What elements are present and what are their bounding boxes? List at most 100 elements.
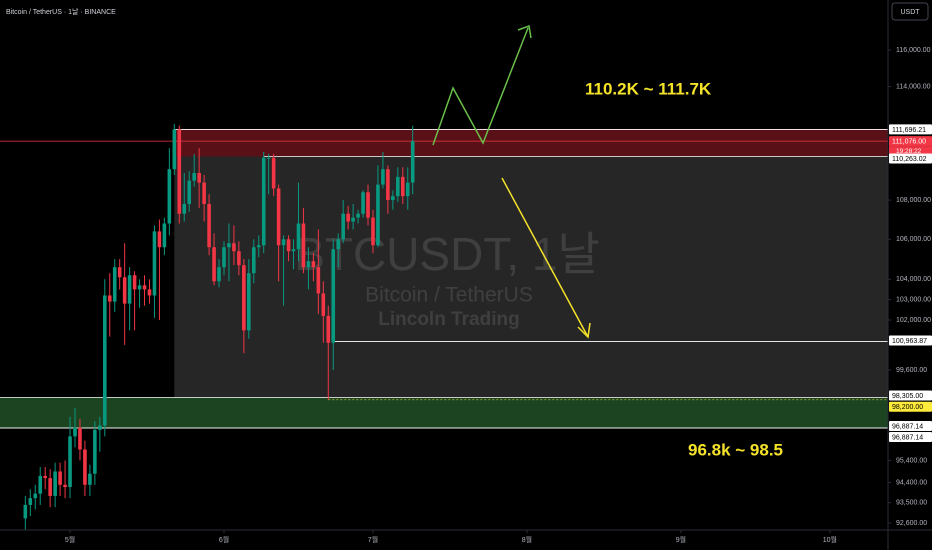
candle-body (33, 493, 38, 499)
zone (174, 129, 888, 157)
candle-body (222, 247, 226, 268)
down-arrow (501, 177, 589, 338)
candle-body (162, 223, 167, 248)
candle-body (117, 267, 122, 278)
candle-body (192, 173, 196, 181)
candle-body (137, 285, 142, 290)
annotation: 96.8k ~ 98.5 (688, 440, 783, 459)
candle-body (43, 475, 47, 479)
x-tick-label: 7월 (368, 535, 378, 544)
candle-body (78, 427, 82, 450)
candle-body (237, 251, 241, 266)
candle-body (356, 213, 360, 218)
x-tick-label: 6월 (219, 535, 229, 544)
candle-body (286, 239, 291, 252)
candle-body (276, 188, 281, 246)
candle-body (63, 484, 67, 488)
y-tick-label: 104,000.00 (896, 276, 931, 283)
countdown-box (889, 146, 932, 156)
y-tick-label: 108,000.00 (896, 197, 931, 204)
x-tick-label: 10월 (823, 535, 837, 544)
candle-body (261, 157, 266, 246)
candle-body (157, 231, 162, 248)
candle-body (102, 295, 107, 426)
y-tick-label: 116,000.00 (896, 47, 931, 54)
candle-body (386, 169, 390, 201)
x-tick-label: 8월 (522, 535, 532, 544)
y-tick-label: 103,000.00 (896, 296, 931, 303)
price-label-box (889, 431, 932, 442)
candle-body (400, 176, 405, 197)
candle-body (98, 425, 102, 430)
candle-body (391, 196, 395, 201)
candle-body (271, 157, 276, 189)
axes: 116,000.00 114,000.00 108,000.00 106,000.00… (65, 47, 932, 544)
candle-body (351, 217, 355, 222)
price-label-box (889, 335, 932, 346)
candle-body (112, 267, 117, 302)
price-label-box (889, 153, 932, 164)
candle-body (68, 436, 72, 488)
candle-body (405, 182, 410, 197)
candle-body (23, 504, 28, 519)
price-label-box (889, 124, 932, 135)
candle-body (251, 247, 256, 274)
currency-button[interactable] (891, 2, 929, 21)
candle-body (410, 141, 415, 183)
candle-body (177, 129, 182, 214)
y-tick-label: 94,400.00 (896, 479, 927, 486)
candle-body (182, 203, 187, 214)
candle-body (306, 261, 311, 268)
up-arrow (432, 27, 529, 146)
candle-body (202, 182, 206, 204)
candle-body (296, 223, 301, 250)
candle-body (232, 243, 236, 252)
candle-body (187, 180, 192, 204)
y-tick-label: 106,000.00 (896, 236, 931, 243)
candle-body (291, 249, 296, 252)
zone (174, 156, 888, 398)
candle-body (152, 231, 157, 296)
candle-body (316, 267, 321, 294)
candle-body (127, 275, 132, 304)
candle-body (147, 289, 152, 296)
candle-body (247, 273, 251, 331)
zones (0, 129, 888, 428)
candle-body (321, 293, 326, 316)
candle-body (172, 129, 177, 170)
down-arrowhead (577, 322, 591, 339)
candle-body (73, 427, 77, 437)
candle-body (346, 213, 350, 222)
up-arrowhead (517, 24, 532, 39)
candles (23, 124, 415, 530)
price-label-box (889, 401, 932, 412)
price-label: 96,887.14 (892, 423, 923, 430)
price-label: 98,305.00 (892, 393, 923, 400)
price-label-box (889, 390, 932, 401)
candle-body (366, 192, 370, 218)
currency-label[interactable]: USDT (900, 9, 920, 16)
y-tick-label: 99,600.00 (896, 367, 927, 374)
candle-body (142, 285, 147, 290)
candle-body (361, 192, 365, 214)
x-tick-label: 5월 (65, 535, 75, 544)
zone (0, 397, 888, 428)
candle-body (197, 173, 201, 183)
price-label: 98,200.00 (892, 404, 923, 411)
levels (0, 129, 888, 429)
y-tick-label: 102,000.00 (896, 317, 931, 324)
candle-body (381, 169, 385, 185)
candle-body (336, 239, 341, 250)
price-label: 96,887.14 (892, 434, 923, 441)
candle-body (107, 295, 112, 302)
candle-body (88, 473, 92, 485)
annotation: 110.2K ~ 111.7K (585, 79, 712, 98)
y-tick-label: 114,000.00 (896, 83, 931, 90)
candle-body (58, 471, 62, 485)
candle-body (122, 277, 127, 304)
candle-body (53, 471, 57, 496)
candle-body (341, 213, 345, 240)
